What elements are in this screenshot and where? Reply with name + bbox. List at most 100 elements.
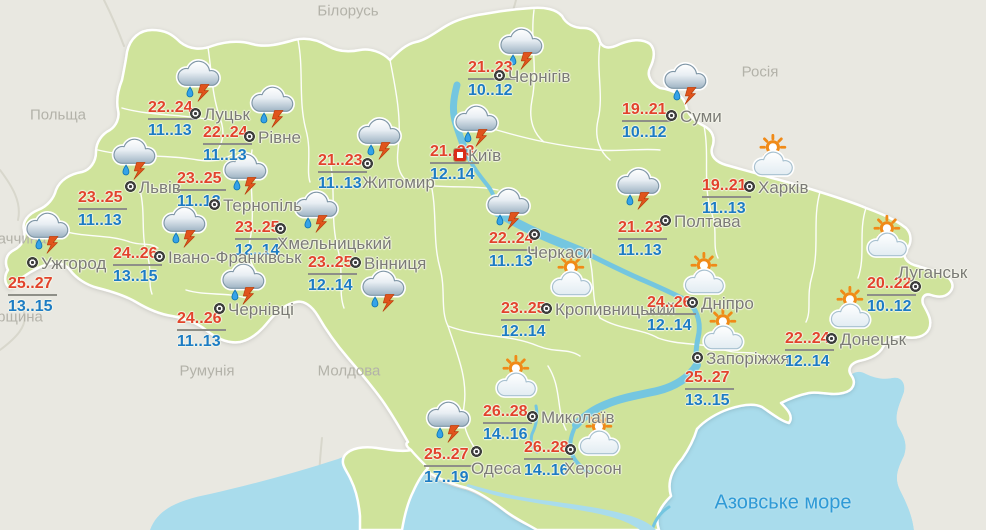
city-marker[interactable]	[687, 297, 698, 308]
thunderstorm-icon	[22, 209, 72, 255]
temperature-block: 21..23 11..13	[318, 153, 367, 192]
day-temp: 19..21	[702, 178, 751, 198]
city-marker[interactable]	[692, 352, 703, 363]
city-name[interactable]: Житомир	[362, 173, 435, 192]
city-marker[interactable]	[154, 251, 165, 262]
day-temp: 22..24	[785, 331, 834, 351]
city-name[interactable]: Луганськ	[898, 263, 968, 282]
city-marker[interactable]	[350, 257, 361, 268]
night-temp: 13..15	[113, 268, 158, 285]
night-temp: 11..13	[177, 333, 221, 350]
thunderstorm-icon	[483, 185, 533, 231]
night-temp: 12..14	[647, 317, 692, 334]
thunderstorm-icon	[423, 398, 473, 444]
country-label: Білорусь	[317, 2, 379, 20]
thunderstorm-icon	[173, 57, 223, 103]
night-temp: 10..12	[622, 124, 667, 141]
city-name[interactable]: Чернігів	[508, 67, 571, 86]
city-marker[interactable]	[494, 70, 505, 81]
city-name[interactable]: Миколаїв	[541, 408, 615, 427]
city-name[interactable]: Кропивницький	[555, 300, 676, 319]
temperature-block: 23..25 12..14	[308, 255, 357, 294]
city-marker[interactable]	[744, 181, 755, 192]
city-marker[interactable]	[565, 444, 576, 455]
day-temp: 23..25	[177, 171, 226, 191]
sun-behind-cloud-icon	[747, 134, 797, 180]
temperature-block: 20..22 10..12	[867, 276, 916, 315]
city-name[interactable]: Вінниця	[364, 254, 427, 273]
city-name[interactable]: Івано-Франківськ	[168, 248, 302, 267]
city-marker[interactable]	[660, 215, 671, 226]
city-marker[interactable]	[27, 257, 38, 268]
russia-coast-land	[891, 358, 986, 530]
city-name[interactable]: Херсон	[564, 459, 622, 478]
temperature-block: 22..24 12..14	[785, 331, 834, 370]
city-name[interactable]: Чернівці	[228, 300, 294, 319]
night-temp: 13..15	[8, 298, 53, 315]
city-marker[interactable]	[190, 108, 201, 119]
city-marker[interactable]	[125, 181, 136, 192]
night-temp: 14..16	[483, 426, 528, 443]
city-name[interactable]: Полтава	[674, 212, 741, 231]
night-temp: 10..12	[468, 82, 513, 99]
capital-marker[interactable]	[454, 149, 466, 161]
country-label: Молдова	[317, 362, 381, 380]
city-marker[interactable]	[666, 110, 677, 121]
city-marker[interactable]	[471, 446, 482, 457]
day-temp: 26..28	[483, 404, 532, 424]
city-name[interactable]: Ужгород	[41, 254, 107, 273]
city-marker[interactable]	[541, 303, 552, 314]
dnipro-buh-estuary	[466, 484, 656, 530]
city-marker[interactable]	[244, 131, 255, 142]
city-marker[interactable]	[214, 303, 225, 314]
day-temp: 26..28	[524, 440, 573, 460]
day-temp: 23..25	[235, 220, 284, 240]
day-temp: 25..27	[8, 276, 57, 296]
city-marker[interactable]	[527, 411, 538, 422]
city-marker[interactable]	[275, 223, 286, 234]
city-marker[interactable]	[910, 281, 921, 292]
city-name[interactable]: Суми	[680, 107, 722, 126]
day-temp: 25..27	[424, 447, 473, 467]
city-name[interactable]: Рівне	[258, 128, 301, 147]
night-temp: 11..13	[318, 175, 362, 192]
city-name[interactable]: Харків	[758, 178, 809, 197]
temperature-block: 23..25 12..14	[235, 220, 284, 259]
city-name[interactable]: Дніпро	[701, 294, 754, 313]
temperature-block: 19..21 11..13	[702, 178, 751, 217]
azov-sea	[657, 371, 914, 530]
city-name[interactable]: Донецьк	[840, 330, 907, 349]
country-label: рщина	[0, 308, 43, 326]
city-marker[interactable]	[209, 199, 220, 210]
temperature-block: 19..21 10..12	[622, 102, 671, 141]
night-temp: 11..13	[78, 212, 122, 229]
temperature-block: 24..26 13..15	[113, 246, 162, 285]
city-name[interactable]: Запоріжжя	[706, 349, 790, 368]
city-name[interactable]: Хмельницький	[277, 234, 392, 253]
city-name[interactable]: Черкаси	[527, 243, 593, 262]
day-temp: 24..26	[177, 311, 226, 331]
city-marker[interactable]	[529, 229, 540, 240]
city-marker[interactable]	[362, 158, 373, 169]
sun-behind-cloud-icon	[678, 252, 728, 298]
sun-behind-cloud-icon	[490, 355, 540, 401]
thunderstorm-icon	[247, 83, 297, 129]
day-temp: 22..24	[203, 125, 252, 145]
city-name[interactable]: Тернопіль	[223, 196, 302, 215]
city-name[interactable]: Одеса	[471, 459, 522, 478]
temperature-block: 23..25 11..13	[177, 171, 226, 210]
city-name[interactable]: Львів	[139, 178, 181, 197]
city-name[interactable]: Луцьк	[204, 105, 250, 124]
temperature-block: 21..23 11..13	[618, 220, 667, 259]
city-marker[interactable]	[826, 333, 837, 344]
city-name[interactable]: Київ	[468, 146, 502, 165]
